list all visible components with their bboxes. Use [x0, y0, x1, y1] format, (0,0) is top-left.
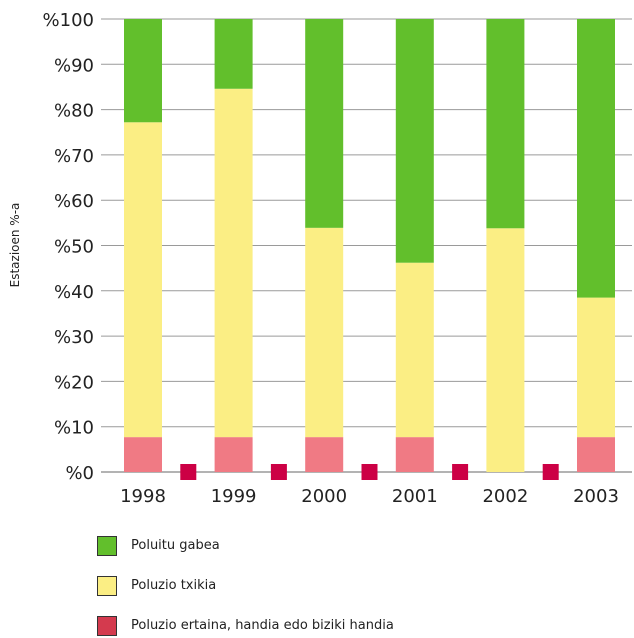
baseline-marker [361, 464, 378, 480]
y-tick-label: %30 [54, 327, 94, 348]
y-tick-label: %40 [54, 282, 94, 303]
bar-segment [577, 437, 615, 472]
gap-markers [180, 464, 559, 480]
baseline-marker [542, 464, 559, 480]
legend-item-poluzio-txikia: Poluzio txikia [97, 576, 557, 598]
legend-swatch-poluitu-gabea [97, 536, 117, 556]
baseline-marker [270, 464, 287, 480]
bar-segment [305, 227, 344, 438]
bar-segment [214, 19, 253, 89]
y-tick-label: %90 [54, 55, 94, 76]
bar-segment [214, 437, 253, 472]
bar-segment [395, 437, 434, 472]
legend-item-poluitu-gabea: Poluitu gabea [97, 536, 557, 558]
y-tick-label: %10 [54, 418, 94, 439]
y-axis-label: Estazioen %-a [8, 203, 22, 288]
bar-segment [214, 88, 253, 438]
bar-segment [577, 297, 615, 438]
bar-segment [395, 19, 434, 263]
legend-label-poluitu-gabea: Poluitu gabea [131, 538, 220, 553]
bar-segment [124, 437, 162, 472]
x-tick-label: 1998 [120, 486, 166, 507]
bar-segment [577, 19, 615, 298]
legend-label-poluzio-ertaina: Poluzio ertaina, handia edo biziki handi… [131, 618, 394, 633]
y-tick-label: %50 [54, 237, 94, 258]
legend-item-poluzio-ertaina: Poluzio ertaina, handia edo biziki handi… [97, 616, 557, 638]
legend-label-poluzio-txikia: Poluzio txikia [131, 578, 217, 593]
baseline-marker [180, 464, 197, 480]
legend-swatch-poluzio-ertaina [97, 616, 117, 636]
x-tick-label: 2002 [482, 486, 528, 507]
bar-segment [124, 19, 162, 123]
bar-segment [395, 262, 434, 438]
y-tick-label: %70 [54, 146, 94, 167]
x-tick-label: 2003 [573, 486, 619, 507]
bar-segment [305, 437, 344, 472]
gridlines [101, 18, 632, 473]
bar-segment [486, 228, 525, 472]
x-tick-label: 2000 [301, 486, 347, 507]
legend-swatch-poluzio-txikia [97, 576, 117, 596]
y-tick-label: %60 [54, 191, 94, 212]
y-tick-label: %20 [54, 372, 94, 393]
bar-segment [486, 19, 525, 229]
x-tick-labels: 1998 1999 2000 2001 2002 2003 [120, 486, 619, 507]
bars [124, 19, 615, 472]
x-tick-label: 2001 [392, 486, 438, 507]
y-tick-labels: %0 %10 %20 %30 %40 %50 %60 %70 %80 %90 %100 [43, 10, 94, 484]
baseline-marker [452, 464, 469, 480]
bar-segment [124, 122, 162, 438]
y-tick-label: %100 [43, 10, 94, 31]
y-tick-label: %0 [65, 463, 94, 484]
bar-segment [305, 19, 344, 228]
y-tick-label: %80 [54, 101, 94, 122]
x-tick-label: 1999 [211, 486, 257, 507]
